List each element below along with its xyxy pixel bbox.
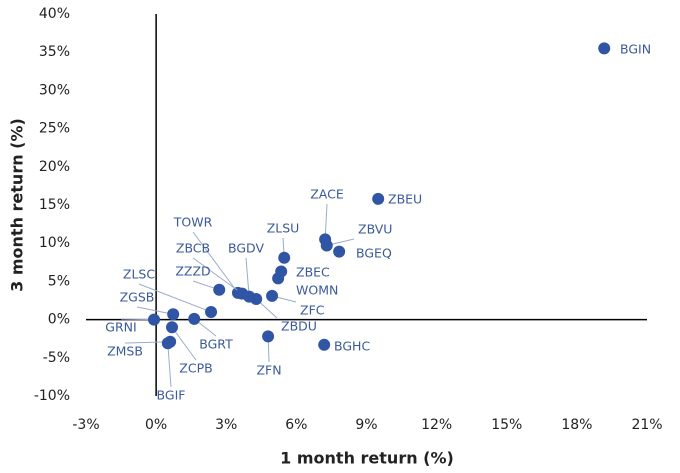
point-label: ZBCB [176,241,210,256]
y-tick-label: 20% [39,159,70,175]
x-tick-label: 3% [215,417,237,433]
point-label: BGEQ [356,246,392,261]
point-label: BGDV [228,241,264,256]
point [161,337,174,350]
point-label: ZMSB [107,344,143,359]
y-tick-label: 30% [39,82,70,98]
leader-line [167,343,172,388]
y-tick-label: 15% [39,197,70,213]
x-tick-label: 18% [561,417,592,433]
x-tick-label: 12% [421,417,452,433]
x-tick-label: 9% [355,417,377,433]
point-label: ZFN [256,363,281,378]
x-tick-label: 0% [145,417,167,433]
x-tick-label: -3% [72,417,99,433]
point-label: ZACE [310,187,344,202]
leader-line [138,283,212,313]
leader-line [192,231,239,294]
point [598,42,611,55]
leader-line [245,257,250,297]
point [148,313,161,326]
point [243,290,256,303]
x-tick-label: 15% [491,417,522,433]
point [205,305,218,318]
point-label: BGIF [157,388,186,403]
point [166,321,179,334]
point [213,283,226,296]
point [372,192,385,205]
y-tick-label: 10% [39,235,70,251]
point-label: ZLSU [267,221,300,236]
point-label: BGRT [199,337,233,352]
point [266,289,279,302]
point-label: GRNI [105,320,136,335]
y-tick-label: 40% [39,6,70,22]
x-tick-label: 21% [631,417,662,433]
point-label: ZBVU [358,222,392,237]
y-axis-title: 3 month return (%) [8,118,27,292]
point-label: ZZZD [175,264,210,279]
y-tick-label: 35% [39,44,70,60]
point-label: WOMN [296,283,338,298]
x-tick-label: 6% [285,417,307,433]
y-tick-label: 5% [48,273,70,289]
x-axis-title: 1 month return (%) [280,449,454,468]
point-label: ZBDU [281,319,317,334]
point-label: ZFC [300,303,325,318]
point-label: ZCPB [179,361,212,376]
y-tick-label: -10% [34,388,70,404]
y-tick-label: 0% [48,312,70,328]
point [333,245,346,258]
point [188,312,201,325]
point-label: ZBEC [296,265,330,280]
leader-line [171,326,197,361]
point [318,338,331,351]
point [167,308,180,321]
point-label: ZLSC [123,267,155,282]
point-label: ZGSB [120,290,155,305]
point-label: ZBEU [388,192,422,207]
point [278,251,291,264]
point [272,272,285,285]
leader-line [136,306,174,315]
point-label: TOWR [173,215,213,230]
leader-line [192,257,243,295]
point-label: BGHC [334,339,370,354]
point-label: BGIN [620,42,651,57]
point [320,239,333,252]
y-tick-label: 25% [39,121,70,137]
y-tick-label: -5% [43,350,70,366]
point [262,330,275,343]
